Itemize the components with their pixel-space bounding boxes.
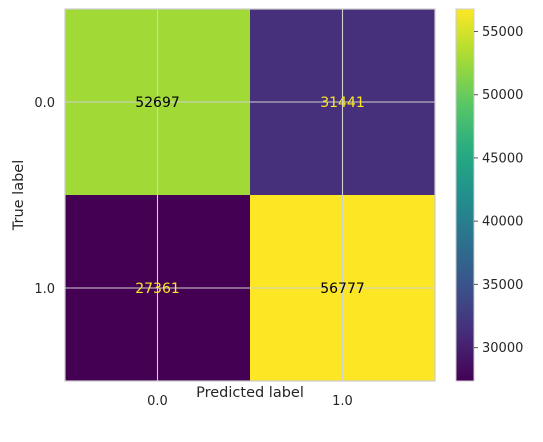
cell-value-label: 27361 xyxy=(135,281,180,297)
colorbar-tick-label: 55000 xyxy=(482,25,523,40)
x-axis-label: Predicted label xyxy=(196,385,304,401)
cell-value-label: 56777 xyxy=(320,281,365,297)
y-tick-label: 0.0 xyxy=(34,96,55,111)
colorbar-tick-label: 50000 xyxy=(482,88,523,103)
cell-value-label: 31441 xyxy=(320,95,365,111)
y-tick-label: 1.0 xyxy=(34,282,55,297)
y-axis-label: True label xyxy=(11,160,27,231)
x-tick-label: 0.0 xyxy=(147,394,168,409)
plot-frame xyxy=(64,8,436,382)
x-tick-label: 1.0 xyxy=(332,394,353,409)
cell-value-label: 52697 xyxy=(135,95,180,111)
colorbar-tick-label: 35000 xyxy=(482,278,523,293)
colorbar-tick-label: 40000 xyxy=(482,215,523,230)
colorbar-tick-label: 45000 xyxy=(482,151,523,166)
colorbar-tick-label: 30000 xyxy=(482,341,523,356)
colorbar xyxy=(455,8,475,382)
